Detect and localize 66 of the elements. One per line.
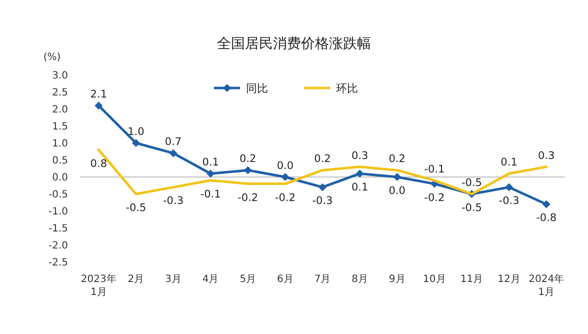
point	[206, 170, 215, 178]
data-label: -0.2	[274, 192, 296, 204]
data-label: 0.0	[276, 160, 294, 172]
data-label: 0.2	[240, 153, 256, 166]
point	[505, 183, 514, 192]
y-tick-label: -2.0	[48, 240, 68, 252]
y-tick-label: 0.0	[52, 172, 68, 184]
point	[281, 173, 290, 181]
data-label: -0.5	[461, 177, 482, 189]
x-tick-label: 9月	[388, 274, 406, 285]
y-axis-title: (%)	[43, 52, 61, 63]
data-label: 0.7	[164, 136, 182, 148]
data-label: -0.1	[200, 188, 221, 200]
x-tick-label: 2月	[128, 274, 144, 285]
data-label: 1.0	[128, 126, 144, 138]
legend-label: 环比	[336, 82, 358, 95]
x-tick-label: 3月	[165, 274, 182, 285]
y-tick-label: 1.0	[52, 138, 68, 150]
x-tick-label: 5月	[240, 274, 256, 285]
x-tick-label: 12月	[498, 274, 520, 285]
data-label: 0.3	[538, 150, 555, 162]
x-tick-label: 4月	[202, 274, 219, 285]
point	[356, 170, 364, 178]
y-tick-label: 0.5	[52, 156, 68, 166]
y-tick-label: 3.0	[52, 70, 68, 82]
x-tick-label: 11月	[460, 274, 484, 285]
data-label: -0.8	[536, 212, 557, 224]
point	[318, 183, 326, 192]
data-label: -0.3	[498, 195, 520, 208]
data-label: 0.8	[90, 158, 108, 170]
data-label: 0.0	[388, 185, 406, 197]
x-tick-label: 8月	[352, 274, 368, 285]
x-tick-label: 10月	[423, 274, 446, 285]
point	[393, 173, 402, 181]
y-tick-label: -0.5	[48, 190, 68, 200]
point	[244, 166, 252, 174]
data-label: -0.3	[163, 195, 184, 208]
y-tick-label: -1.5	[48, 224, 68, 234]
data-label: 0.3	[351, 150, 368, 162]
data-label: -0.1	[424, 163, 445, 176]
x-tick-label: 7月	[314, 274, 331, 285]
x-tick-label: 6月	[277, 274, 294, 285]
point	[169, 149, 178, 158]
legend-label: 同比	[246, 82, 268, 95]
point	[94, 102, 103, 110]
data-label: 0.2	[388, 153, 406, 166]
y-tick-label: 2.5	[52, 88, 68, 98]
x-tick-label: 2023年 1月	[80, 273, 116, 298]
y-tick-label: -2.5	[48, 258, 68, 268]
data-label: -0.5	[461, 202, 482, 214]
y-tick-label: -1.0	[48, 206, 68, 218]
data-label: -0.2	[424, 192, 445, 204]
x-tick-label: 2024年 1月	[528, 273, 564, 298]
data-label: -0.3	[312, 195, 333, 208]
y-tick-label: 2.0	[52, 104, 68, 116]
point	[132, 139, 140, 147]
data-label: 0.1	[351, 182, 368, 194]
data-label: 0.2	[314, 153, 331, 166]
chart-title: 全国居民消费价格涨跌幅	[217, 36, 371, 52]
data-label: 0.1	[202, 156, 219, 169]
data-label: -0.5	[126, 202, 146, 214]
data-label: 2.1	[90, 88, 108, 101]
data-label: 0.1	[500, 156, 518, 169]
data-label: -0.2	[238, 192, 258, 204]
y-tick-label: 1.5	[52, 122, 68, 132]
point	[542, 200, 550, 208]
